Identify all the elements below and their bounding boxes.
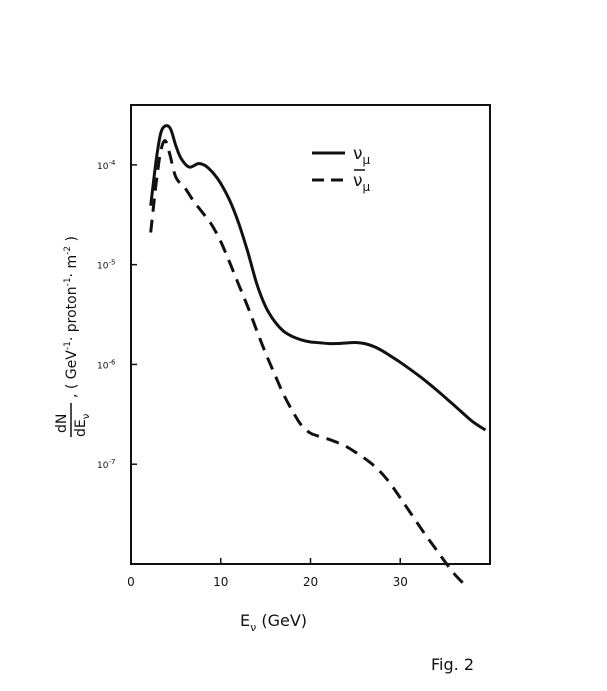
x-axis-title: Eν (GeV): [240, 611, 307, 634]
y-axis-title: dN dEν , ( GeV-1· proton-1· m-2 ): [54, 236, 92, 437]
x-tick-label: 10: [213, 575, 228, 589]
y-title-numerator: dN: [54, 414, 70, 433]
y-tick-label: 10-4: [97, 159, 116, 172]
y-title-denominator: dEν: [73, 413, 92, 437]
series-line-numubar: [149, 139, 469, 589]
y-title-units: , ( GeV-1· proton-1· m-2 ): [63, 236, 80, 398]
x-tick-label: 30: [393, 575, 408, 589]
y-tick-label: 10-7: [97, 458, 115, 471]
series-line-numu: [149, 124, 487, 432]
plot-frame: [130, 104, 491, 565]
y-axis-ticks: 10-4 10-5 10-6 10-7: [97, 159, 137, 471]
legend: νμ νμ: [312, 144, 371, 194]
x-axis-ticks: 0 10 20 30: [127, 558, 408, 589]
x-tick-label: 20: [303, 575, 318, 589]
legend-label-numu: νμ: [353, 144, 371, 167]
series-layer: [149, 124, 487, 589]
legend-label-numubar: νμ: [353, 171, 371, 194]
y-tick-label: 10-5: [97, 259, 115, 272]
figure-label: Fig. 2: [431, 655, 474, 674]
y-tick-label: 10-6: [97, 358, 116, 371]
x-tick-label: 0: [127, 575, 135, 589]
